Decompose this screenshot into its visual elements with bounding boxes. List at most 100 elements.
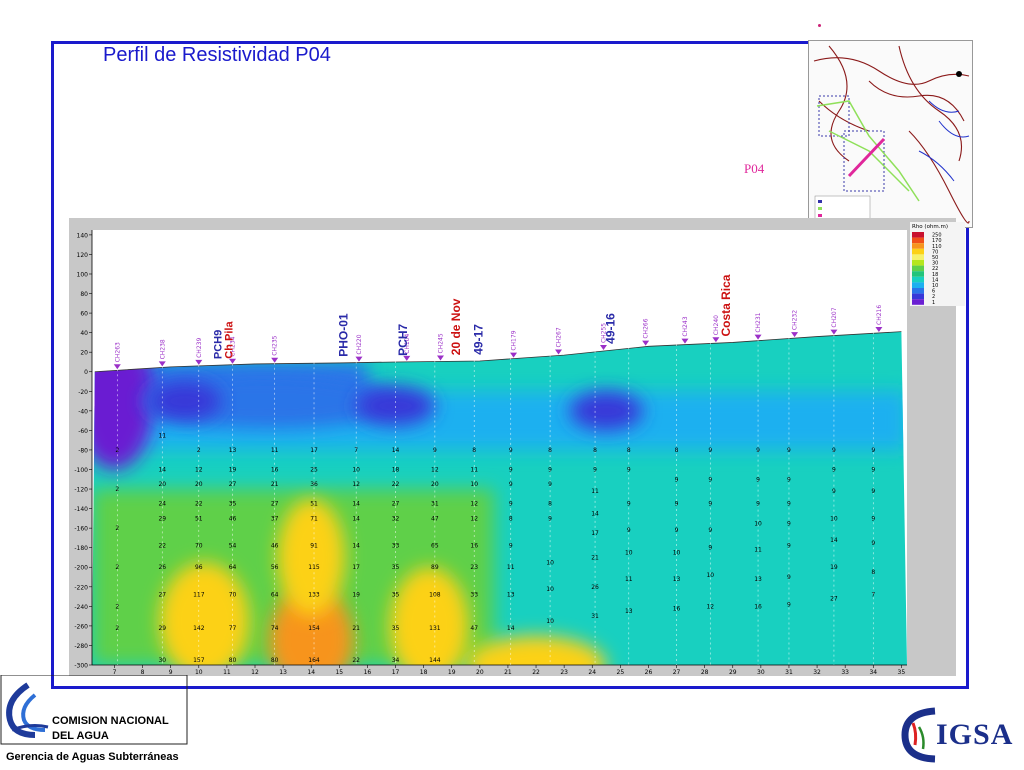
conagua-logo: [0, 674, 190, 745]
x-tick-label: 9: [169, 669, 173, 676]
x-tick-label: 33: [841, 669, 849, 676]
resistivity-value: 14: [392, 447, 400, 454]
resistivity-value: 10: [546, 586, 554, 593]
section-annotation: PCH7: [396, 324, 410, 356]
location-map: [808, 40, 973, 228]
station-marker: [158, 361, 166, 367]
resistivity-value: 12: [470, 501, 478, 508]
resistivity-value: 9: [871, 447, 875, 454]
resistivity-value: 9: [548, 466, 552, 473]
x-tick-label: 8: [141, 669, 145, 676]
y-tick-label: -60: [78, 428, 88, 435]
resistivity-field: [92, 331, 907, 666]
resistivity-value: 157: [193, 657, 205, 664]
profile-label: P04: [744, 161, 765, 176]
resistivity-value: 8: [548, 447, 552, 454]
x-tick-label: 15: [335, 669, 343, 676]
resistivity-value: 9: [675, 501, 679, 508]
resistivity-value: 46: [271, 543, 279, 550]
y-tick-label: -200: [74, 565, 88, 572]
resistivity-value: 9: [675, 476, 679, 483]
y-tick-label: -180: [74, 545, 88, 552]
resistivity-value: 9: [708, 527, 712, 534]
resistivity-value: 47: [431, 515, 439, 522]
resistivity-value: 9: [871, 515, 875, 522]
resistivity-value: 80: [271, 657, 279, 664]
resistivity-value: 9: [787, 501, 791, 508]
y-tick-label: -160: [74, 526, 88, 533]
station-label: CH267: [556, 327, 563, 347]
station-marker: [754, 334, 762, 340]
y-tick-label: -280: [74, 643, 88, 650]
resistivity-value: 10: [546, 559, 554, 566]
legend-label: 30: [932, 261, 938, 267]
resistivity-value: 14: [591, 510, 599, 517]
resistivity-value: 9: [832, 447, 836, 454]
station-label: CH243: [682, 316, 689, 336]
resistivity-value: 33: [392, 543, 400, 550]
resistivity-value: 13: [673, 576, 681, 583]
station-marker: [642, 340, 650, 346]
resistivity-value: 77: [229, 625, 237, 632]
resistivity-value: 51: [310, 501, 318, 508]
resistivity-value: 2: [115, 525, 119, 532]
resistivity-value: 133: [308, 592, 320, 599]
resistivity-value: 80: [229, 657, 237, 664]
page-title: Perfil de Resistividad P04: [103, 44, 331, 66]
x-tick-label: 16: [364, 669, 372, 676]
resistivity-value: 10: [673, 550, 681, 557]
x-tick-label: 22: [532, 669, 540, 676]
y-tick-label: -220: [74, 584, 88, 591]
section-annotation: Ch Pila: [224, 321, 236, 359]
legend-label: 10: [932, 283, 938, 289]
legend-swatch: [912, 271, 924, 277]
institution-subtitle: Gerencia de Aguas Subterráneas: [6, 751, 179, 763]
station-label: CH255: [600, 323, 607, 343]
resistivity-value: 21: [591, 554, 599, 561]
resistivity-value: 37: [271, 515, 279, 522]
resistivity-value: 9: [548, 515, 552, 522]
station-marker: [271, 357, 279, 363]
legend-label: 6: [932, 289, 935, 295]
y-tick-label: -300: [74, 663, 88, 670]
resistivity-value: 20: [158, 481, 166, 488]
x-tick-label: 26: [645, 669, 653, 676]
resistivity-value: 10: [546, 618, 554, 625]
resistivity-value: 54: [229, 543, 237, 550]
resistivity-value: 14: [352, 515, 360, 522]
resistivity-value: 36: [310, 481, 318, 488]
station-label: CH216: [876, 305, 883, 325]
section-annotation: Costa Rica: [719, 274, 733, 336]
legend-swatch: [912, 293, 924, 300]
y-tick-label: 100: [77, 271, 89, 278]
station-marker: [681, 338, 689, 344]
resistivity-value: 9: [627, 527, 631, 534]
y-tick-label: 140: [77, 232, 89, 239]
resistivity-value: 12: [431, 466, 439, 473]
legend-label: 2: [932, 294, 935, 300]
resistivity-value: 9: [548, 481, 552, 488]
y-tick-label: 0: [84, 369, 88, 376]
resistivity-value: 154: [308, 625, 320, 632]
resistivity-value: 9: [787, 520, 791, 527]
resistivity-value: 18: [392, 466, 400, 473]
resistivity-value: 27: [271, 501, 279, 508]
resistivity-value: 8: [548, 501, 552, 508]
resistivity-value: 20: [195, 481, 203, 488]
legend-swatch: [912, 260, 924, 266]
resistivity-value: 32: [392, 515, 400, 522]
y-tick-label: -80: [78, 447, 88, 454]
y-tick-label: -240: [74, 604, 88, 611]
x-tick-label: 35: [898, 669, 906, 676]
resistivity-value: 56: [271, 564, 279, 571]
legend-label: 170: [932, 238, 942, 244]
resistivity-value: 9: [708, 501, 712, 508]
resistivity-value: 17: [310, 447, 318, 454]
resistivity-value: 11: [625, 576, 633, 583]
resistivity-value: 16: [470, 543, 478, 550]
section-annotation: 49-17: [472, 324, 486, 355]
resistivity-value: 23: [470, 564, 478, 571]
y-tick-label: 120: [77, 252, 89, 259]
resistivity-value: 9: [787, 447, 791, 454]
resistivity-value: 8: [871, 569, 875, 576]
